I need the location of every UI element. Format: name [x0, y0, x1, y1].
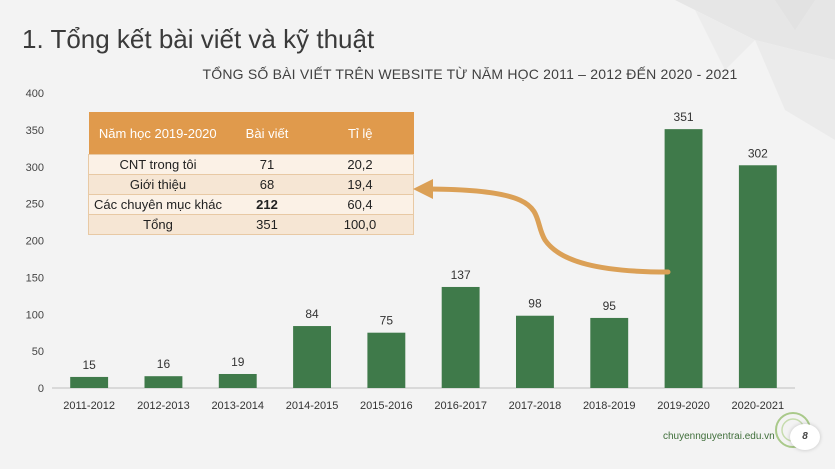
table-cell: 212: [227, 194, 307, 215]
bar: [70, 376, 109, 388]
table-cell: Các chuyên mục khác: [88, 194, 227, 215]
bar: [218, 373, 257, 388]
data-label: 98: [528, 297, 542, 311]
decorative-shapes: [675, 0, 835, 140]
bar: [441, 286, 480, 388]
y-tick-label: 400: [26, 88, 44, 100]
y-tick-label: 50: [32, 346, 44, 358]
x-tick-label: 2012-2013: [137, 400, 190, 412]
x-tick-label: 2020-2021: [732, 400, 785, 412]
x-tick-label: 2014-2015: [286, 400, 339, 412]
y-tick-label: 150: [26, 272, 44, 284]
table-cell: 20,2: [307, 154, 414, 175]
stats-table: Năm học 2019-2020 Bài viết Tỉ lệ CNT tro…: [88, 112, 414, 235]
table-header-ratio: Tỉ lệ: [307, 112, 414, 155]
data-label: 137: [451, 268, 471, 282]
page-title: 1. Tổng kết bài viết và kỹ thuật: [22, 24, 375, 54]
table-cell: CNT trong tôi: [88, 154, 227, 175]
bar: [516, 315, 554, 388]
table-cell: 71: [227, 154, 307, 175]
data-label: 84: [305, 307, 319, 321]
table-row: CNT trong tôi 71 20,2: [88, 154, 414, 175]
table-cell: Tổng: [88, 214, 227, 235]
page-number: 8: [790, 424, 820, 450]
data-label: 16: [157, 357, 171, 371]
y-tick-label: 350: [26, 125, 44, 137]
table-header-year: Năm học 2019-2020: [88, 112, 227, 155]
x-tick-label: 2018-2019: [583, 400, 636, 412]
table-cell: 351: [227, 214, 307, 235]
table-row: Giới thiệu 68 19,4: [88, 174, 414, 195]
bar: [738, 165, 777, 388]
y-tick-label: 250: [26, 199, 44, 211]
table-cell: Giới thiệu: [88, 174, 227, 195]
x-tick-label: 2015-2016: [360, 400, 413, 412]
data-label: 95: [603, 299, 617, 313]
x-tick-label: 2011-2012: [63, 400, 115, 412]
bar: [664, 129, 703, 388]
table-cell: 100,0: [307, 214, 414, 235]
table-row: Các chuyên mục khác 212 60,4: [88, 194, 414, 215]
data-label: 302: [748, 146, 768, 160]
website-link[interactable]: chuyennguyentrai.edu.vn: [663, 431, 775, 442]
table-cell: 60,4: [307, 194, 414, 215]
y-tick-label: 200: [26, 236, 44, 248]
x-tick-label: 2016-2017: [434, 400, 487, 412]
bar: [144, 376, 183, 388]
bar: [367, 332, 406, 388]
table-cell: 19,4: [307, 174, 414, 195]
table-header-posts: Bài viết: [227, 112, 307, 155]
bar: [590, 317, 629, 388]
table-header-row: Năm học 2019-2020 Bài viết Tỉ lệ: [88, 112, 414, 155]
data-label: 75: [380, 314, 394, 328]
chart-title: TỔNG SỐ BÀI VIẾT TRÊN WEBSITE TỪ NĂM HỌC…: [202, 66, 738, 82]
data-label: 15: [82, 358, 96, 372]
x-tick-label: 2013-2014: [211, 400, 264, 412]
data-label: 351: [674, 110, 694, 124]
y-tick-label: 300: [26, 162, 44, 174]
y-tick-label: 100: [26, 309, 44, 321]
bar: [293, 326, 331, 388]
table-row: Tổng 351 100,0: [88, 214, 414, 235]
x-tick-label: 2017-2018: [509, 400, 562, 412]
table-cell: 68: [227, 174, 307, 195]
data-label: 19: [231, 355, 245, 369]
y-tick-label: 0: [38, 383, 44, 395]
x-tick-label: 2019-2020: [657, 400, 710, 412]
